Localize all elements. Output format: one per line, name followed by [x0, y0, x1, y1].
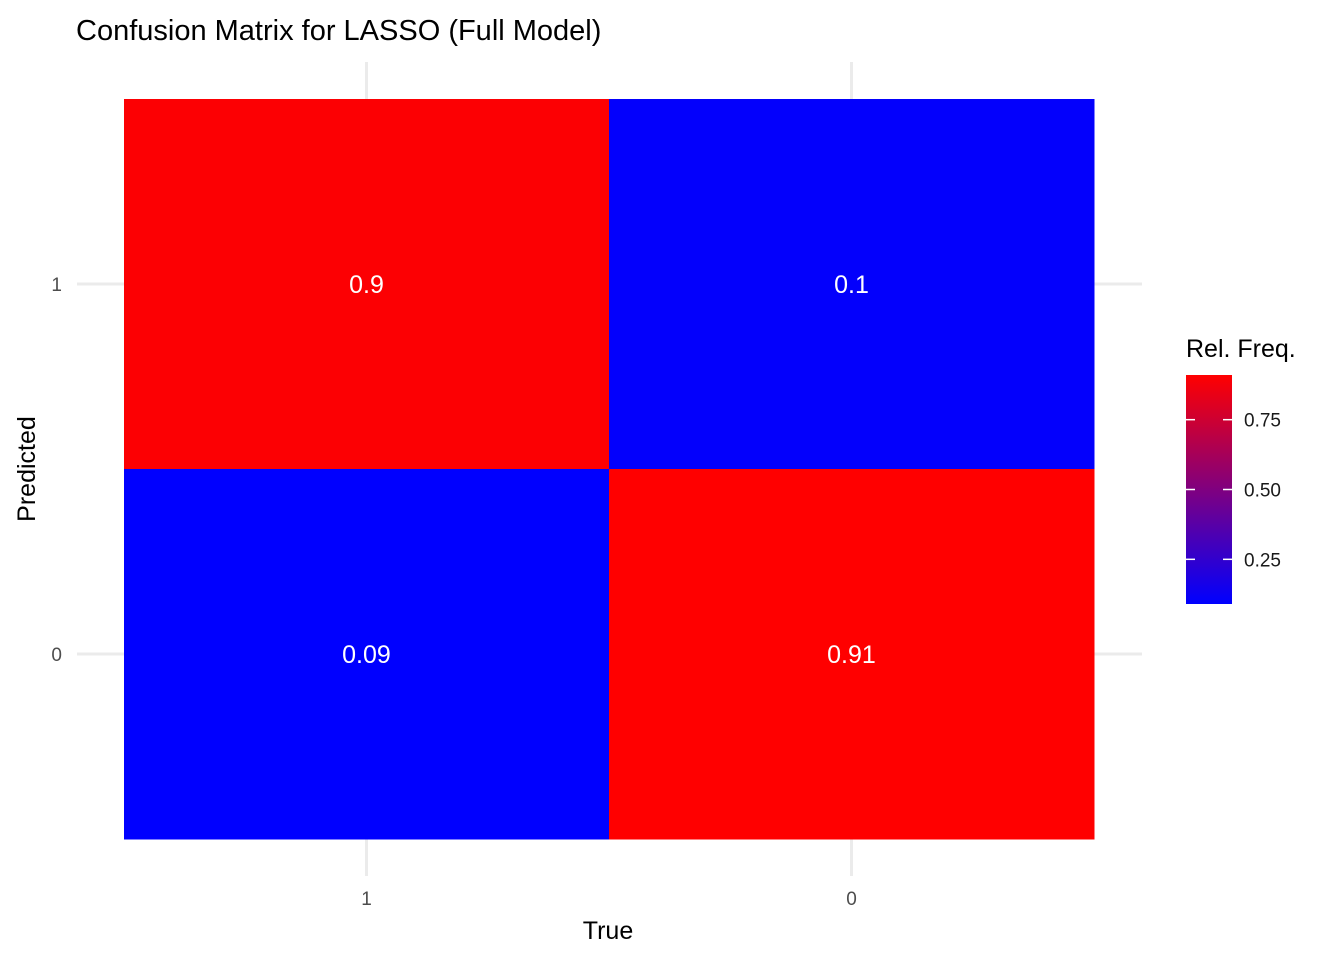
heatmap-cell: [609, 469, 1095, 840]
x-tick-label: 0: [846, 889, 857, 910]
cell-value-label: 0.91: [827, 641, 876, 669]
color-legend: Rel. Freq. 0.25 0.50 0.75: [1186, 335, 1296, 604]
cell-value-label: 0.09: [342, 641, 391, 669]
chart-title: Confusion Matrix for LASSO (Full Model): [76, 15, 601, 47]
y-axis-title: Predicted: [13, 416, 41, 522]
heatmap-cells: [124, 99, 1095, 840]
y-axis-ticks: 10: [51, 275, 62, 666]
legend-tick-label: 0.50: [1244, 481, 1281, 502]
legend-tick-label: 0.75: [1244, 411, 1281, 432]
heatmap-cell: [124, 469, 610, 840]
y-tick-label: 1: [51, 275, 62, 296]
heatmap-cell: [609, 99, 1095, 470]
cell-value-labels: 0.9 0.1 0.09 0.91: [342, 271, 876, 669]
cell-value-label: 0.1: [834, 271, 869, 299]
legend-tick-label: 0.25: [1244, 550, 1281, 571]
legend-title: Rel. Freq.: [1186, 335, 1296, 363]
heatmap-cell: [124, 99, 610, 470]
cell-value-label: 0.9: [349, 271, 384, 299]
x-axis-title: True: [583, 917, 633, 945]
x-tick-label: 1: [361, 889, 372, 910]
y-tick-label: 0: [51, 645, 62, 666]
legend-ticks: 0.25 0.50 0.75: [1186, 411, 1281, 571]
